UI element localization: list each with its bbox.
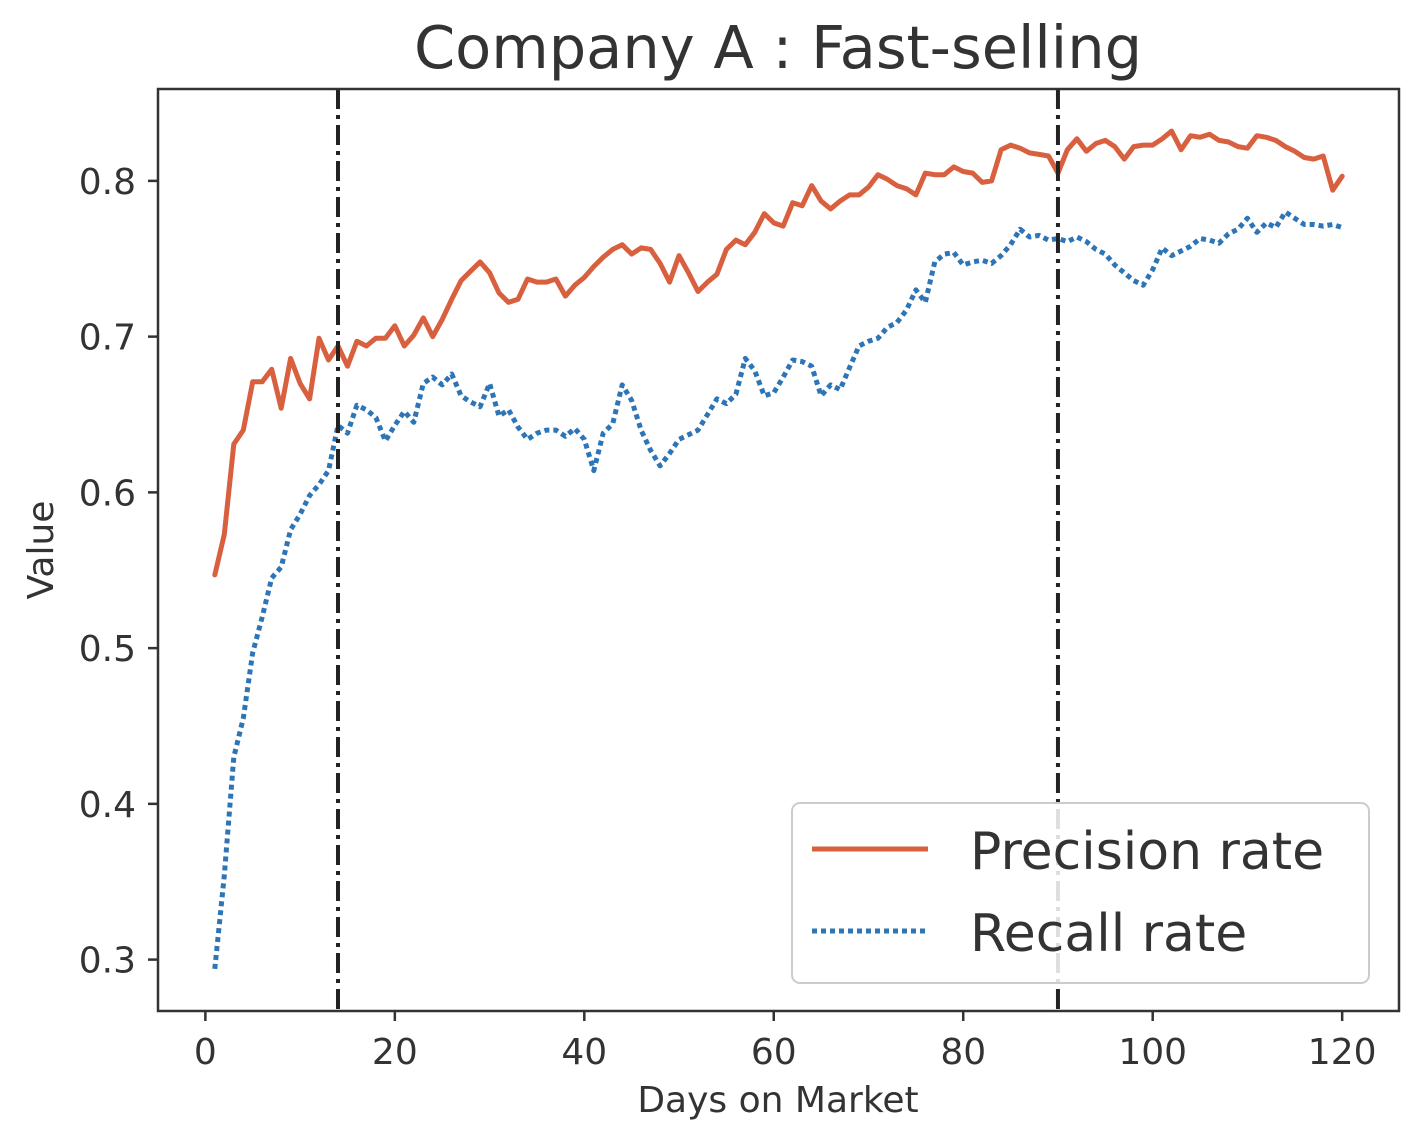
chart-title: Company A : Fast-selling <box>414 13 1142 82</box>
y-tick-label: 0.6 <box>79 473 136 514</box>
y-tick-label: 0.4 <box>79 785 136 826</box>
x-tick-label: 0 <box>194 1032 217 1073</box>
x-tick-label: 40 <box>561 1032 607 1073</box>
x-tick-label: 60 <box>751 1032 797 1073</box>
y-tick-label: 0.8 <box>79 162 136 203</box>
x-axis: 0 20 40 60 80 100 120 <box>194 1011 1377 1073</box>
plot-frame <box>156 87 1401 1013</box>
series-layer <box>212 128 1345 970</box>
legend-box <box>791 802 1370 984</box>
y-tick-label: 0.5 <box>79 629 136 670</box>
y-tick-label: 0.3 <box>79 941 136 982</box>
y-tick-label: 0.7 <box>79 318 136 359</box>
series-line-precision <box>212 128 1345 578</box>
y-axis: 0.3 0.4 0.5 0.6 0.7 0.8 <box>79 162 158 982</box>
x-tick-label: 80 <box>940 1032 986 1073</box>
legend-label-recall: Recall rate <box>970 904 1247 964</box>
x-axis-label: Days on Market <box>637 1080 918 1121</box>
x-tick-label: 20 <box>372 1032 418 1073</box>
series-line-recall <box>212 209 1343 970</box>
x-tick-label: 120 <box>1308 1032 1377 1073</box>
x-tick-label: 100 <box>1118 1032 1187 1073</box>
y-axis-label: Value <box>21 501 62 600</box>
legend: Precision rate Recall rate <box>791 802 1370 984</box>
legend-label-precision: Precision rate <box>970 822 1324 882</box>
